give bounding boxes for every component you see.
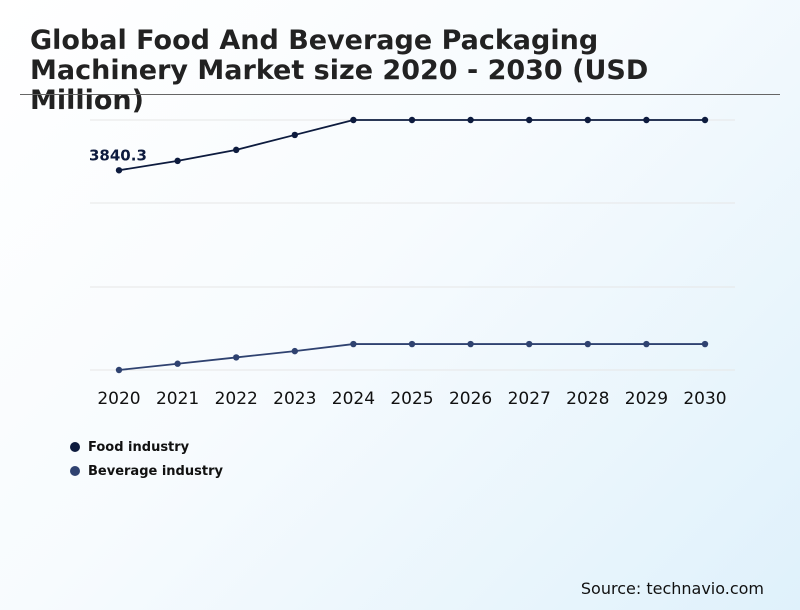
series-line-1 xyxy=(118,343,705,371)
x-tick-label: 2025 xyxy=(390,389,433,409)
data-label: 3840.3 xyxy=(89,146,147,164)
source-note: Source: technavio.com xyxy=(580,579,764,598)
data-point[interactable] xyxy=(701,340,709,348)
data-point[interactable] xyxy=(350,340,357,348)
data-point[interactable] xyxy=(584,116,591,124)
x-tick-label: 2026 xyxy=(449,389,492,409)
title-divider xyxy=(20,94,780,95)
legend-item-beverage[interactable]: Beverage industry xyxy=(70,459,223,483)
x-axis-ticks: 2020 2021 2022 2023 2024 2025 2026 2027 2028 2029… xyxy=(97,389,726,409)
x-tick-label: 2024 xyxy=(332,389,375,409)
x-tick-label: 2021 xyxy=(156,389,199,409)
data-point[interactable] xyxy=(643,116,650,124)
chart-title: Global Food And Beverage Packaging Machi… xyxy=(30,25,649,116)
data-point[interactable] xyxy=(233,354,240,361)
legend-label: Beverage industry xyxy=(88,463,223,479)
data-point[interactable] xyxy=(408,340,416,348)
x-tick-label: 2030 xyxy=(683,389,726,409)
legend: Food industry Beverage industry xyxy=(70,435,223,483)
data-point[interactable] xyxy=(350,116,357,124)
data-point[interactable] xyxy=(643,340,650,348)
data-point[interactable] xyxy=(291,131,298,139)
series-lines xyxy=(118,119,705,371)
legend-dot-icon xyxy=(70,466,80,476)
data-point[interactable] xyxy=(584,340,591,348)
legend-item-food[interactable]: Food industry xyxy=(70,435,223,459)
grid-lines xyxy=(90,119,735,371)
data-labels: 3840.3 xyxy=(89,146,147,164)
data-point[interactable] xyxy=(526,340,533,348)
data-point[interactable] xyxy=(467,340,474,348)
x-tick-label: 2029 xyxy=(625,389,668,409)
x-tick-label: 2023 xyxy=(273,389,316,409)
x-tick-label: 2028 xyxy=(566,389,609,409)
legend-label: Food industry xyxy=(88,439,190,455)
x-tick-label: 2022 xyxy=(215,389,258,409)
series-line-0 xyxy=(118,119,705,172)
data-point[interactable] xyxy=(174,360,181,367)
data-point[interactable] xyxy=(526,116,533,124)
data-point[interactable] xyxy=(233,146,240,154)
data-point[interactable] xyxy=(701,116,709,124)
data-point[interactable] xyxy=(408,116,416,124)
data-point[interactable] xyxy=(291,347,298,355)
data-points xyxy=(115,116,709,374)
legend-dot-icon xyxy=(70,442,80,452)
x-tick-label: 2027 xyxy=(508,389,551,409)
data-point[interactable] xyxy=(115,167,123,174)
data-point[interactable] xyxy=(467,116,474,124)
data-point[interactable] xyxy=(174,157,181,165)
x-tick-label: 2020 xyxy=(97,389,140,409)
data-point[interactable] xyxy=(115,366,123,374)
